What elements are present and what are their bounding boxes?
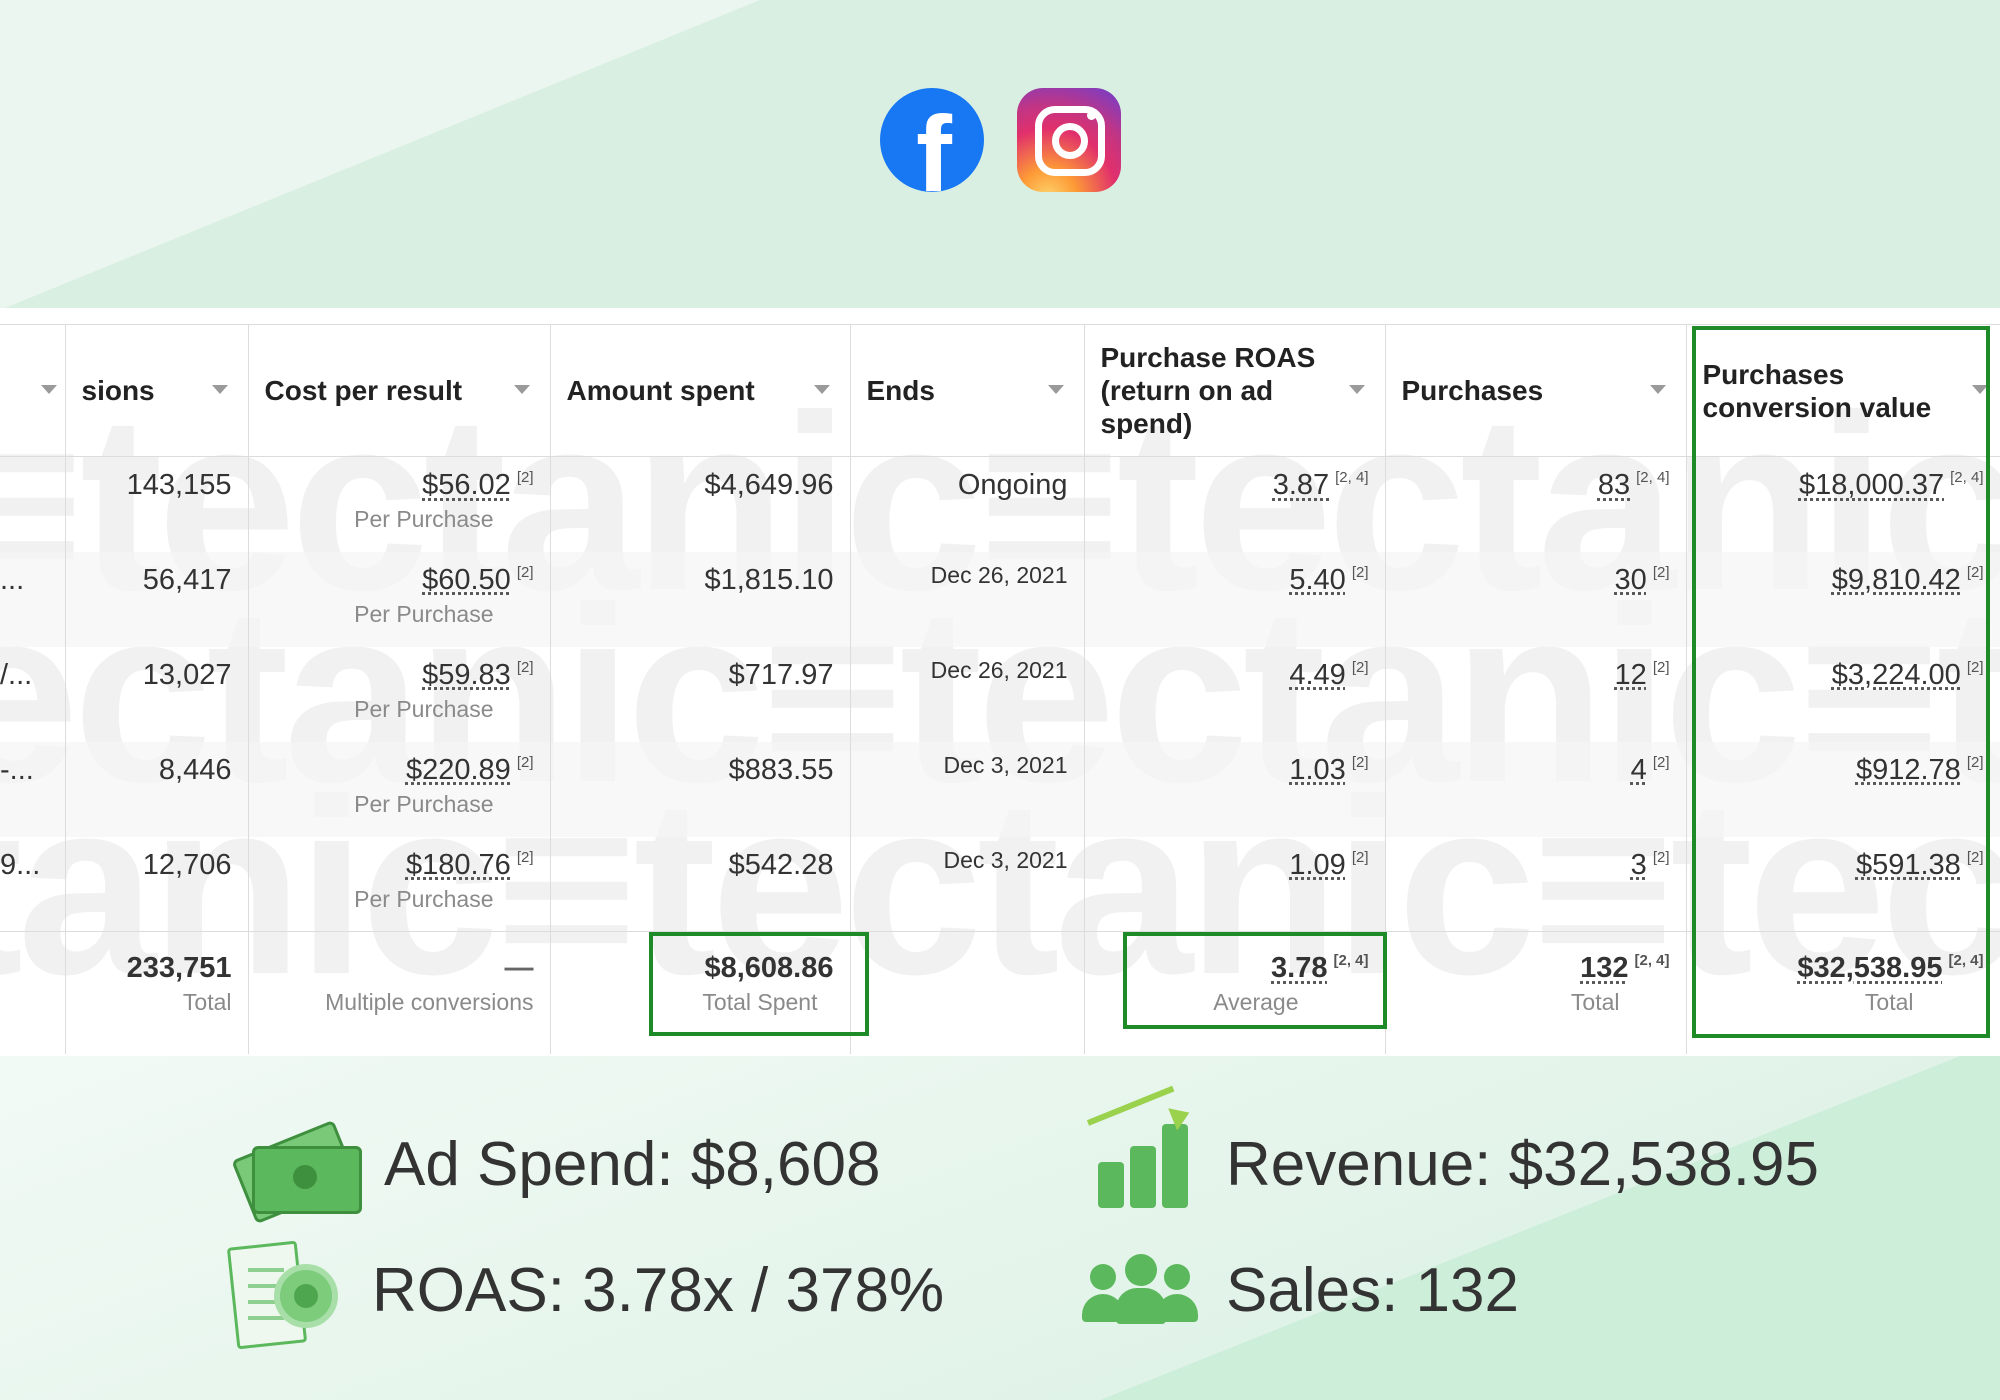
facebook-icon: f: [880, 88, 984, 192]
sort-caret-icon[interactable]: [1047, 385, 1064, 394]
cost-per-result-cell: $59.83 [2] Per Purchase: [248, 646, 551, 742]
table-row[interactable]: ... 56,417 $60.50 [2] Per Purchase $1,815.…: [0, 551, 2000, 647]
table-row[interactable]: /... 13,027 $59.83 [2] Per Purchase $717.9…: [0, 646, 2000, 742]
ends-cell: Ongoing: [850, 456, 1085, 552]
amount-spent-cell: $717.97: [550, 646, 851, 742]
sales-text: Sales: 132: [1226, 1255, 1519, 1325]
ends-cell: Dec 26, 2021: [850, 551, 1085, 647]
conversion-value-total: $32,538.95 [2, 4] Total: [1686, 931, 2000, 1054]
table-row[interactable]: -... 8,446 $220.89 [2] Per Purchase $883.5…: [0, 741, 2000, 837]
truncated-cell[interactable]: /...: [0, 646, 66, 742]
sort-caret-icon[interactable]: [513, 385, 530, 394]
purchases-cell: 30 [2]: [1385, 551, 1687, 647]
conversion-value-cell: $591.38 [2]: [1686, 836, 2000, 932]
sort-caret-icon[interactable]: [813, 385, 830, 394]
purchases-cell: 12 [2]: [1385, 646, 1687, 742]
cost-per-result-cell: $56.02 [2] Per Purchase: [248, 456, 551, 552]
purchases-cell: 3 [2]: [1385, 836, 1687, 932]
conversion-value-cell: $912.78 [2]: [1686, 741, 2000, 837]
column-header-cost-per-result[interactable]: Cost per result: [248, 324, 551, 457]
column-header-purchases[interactable]: Purchases: [1385, 324, 1687, 457]
totals-row: 233,751 Total — Multiple conversions $8,60…: [0, 931, 2000, 1054]
roas-cell: 3.87 [2, 4]: [1084, 456, 1386, 552]
ads-table: sions Cost per result Amount spent Ends …: [0, 324, 2000, 1054]
truncated-cell[interactable]: 9...: [0, 836, 66, 932]
roas-cell: 4.49 [2]: [1084, 646, 1386, 742]
amount-spent-cell: $4,649.96: [550, 456, 851, 552]
conversions-cell: 12,706: [65, 836, 249, 932]
checklist-target-icon: [226, 1240, 346, 1350]
highlight-conversion-value-column: [1692, 326, 1990, 1038]
roas-cell: 1.09 [2]: [1084, 836, 1386, 932]
revenue-text: Revenue: $32,538.95: [1226, 1129, 1819, 1199]
conversion-value-cell: $3,224.00 [2]: [1686, 646, 2000, 742]
column-header-ends[interactable]: Ends: [850, 324, 1085, 457]
conversions-cell: 56,417: [65, 551, 249, 647]
roas-stat: ROAS: 3.78x / 378%: [226, 1240, 945, 1350]
truncated-cell: [0, 931, 66, 1054]
conversions-total: 233,751 Total: [65, 931, 249, 1054]
money-icon: [231, 1114, 362, 1225]
column-header-conversions[interactable]: sions: [65, 324, 249, 457]
conversions-cell: 143,155: [65, 456, 249, 552]
column-header-cut: [0, 324, 66, 457]
column-header-purchase-roas[interactable]: Purchase ROAS (return on ad spend): [1084, 324, 1386, 457]
highlight-total-spent: [649, 932, 869, 1036]
truncated-cell[interactable]: -...: [0, 741, 66, 837]
sort-caret-icon[interactable]: [1649, 385, 1666, 394]
truncated-cell[interactable]: [0, 456, 66, 552]
conversions-cell: 13,027: [65, 646, 249, 742]
cost-per-result-cell: $180.76 [2] Per Purchase: [248, 836, 551, 932]
background-shape: [0, 0, 760, 310]
roas-text: ROAS: 3.78x / 378%: [372, 1255, 945, 1325]
purchases-cell: 4 [2]: [1385, 741, 1687, 837]
table-row[interactable]: 143,155 $56.02 [2] Per Purchase $4,649.96 …: [0, 456, 2000, 552]
instagram-icon: [1017, 88, 1121, 192]
conversion-value-cell: $9,810.42 [2]: [1686, 551, 2000, 647]
cost-per-result-cell: $60.50 [2] Per Purchase: [248, 551, 551, 647]
ad-spend-stat: Ad Spend: $8,608: [231, 1114, 881, 1225]
table-row[interactable]: 9... 12,706 $180.76 [2] Per Purchase $542.…: [0, 836, 2000, 932]
ends-cell: Dec 26, 2021: [850, 646, 1085, 742]
cost-per-result-total: — Multiple conversions: [248, 931, 551, 1054]
ads-manager-table-panel: ≡tectanic≡tectanic≡tec ectanic≡tectanic≡…: [0, 308, 2000, 1056]
amount-spent-cell: $883.55: [550, 741, 851, 837]
sales-stat: Sales: 132: [1080, 1240, 1519, 1340]
social-logos: f: [880, 88, 1121, 192]
background-shape: [1100, 1040, 2000, 1400]
revenue-stat: Revenue: $32,538.95: [1080, 1085, 1819, 1214]
cost-per-result-cell: $220.89 [2] Per Purchase: [248, 741, 551, 837]
purchases-cell: 83 [2, 4]: [1385, 456, 1687, 552]
highlight-average-roas: [1123, 932, 1387, 1029]
column-header-conversion-value[interactable]: Purchases conversion value: [1686, 324, 2000, 457]
sort-caret-icon[interactable]: [1971, 385, 1988, 394]
purchases-total: 132 [2, 4] Total: [1385, 931, 1687, 1054]
amount-spent-cell: $542.28: [550, 836, 851, 932]
roas-cell: 1.03 [2]: [1084, 741, 1386, 837]
sort-caret-icon[interactable]: [1348, 385, 1365, 394]
column-header-amount-spent[interactable]: Amount spent: [550, 324, 851, 457]
ad-spend-text: Ad Spend: $8,608: [384, 1129, 881, 1199]
people-group-icon: [1080, 1240, 1200, 1340]
conversion-value-cell: $18,000.37 [2, 4]: [1686, 456, 2000, 552]
ends-cell: Dec 3, 2021: [850, 741, 1085, 837]
sort-caret-icon[interactable]: [211, 385, 228, 394]
roas-cell: 5.40 [2]: [1084, 551, 1386, 647]
conversions-cell: 8,446: [65, 741, 249, 837]
growth-chart-icon: [1080, 1085, 1200, 1214]
ends-total: [850, 931, 1085, 1054]
amount-spent-cell: $1,815.10: [550, 551, 851, 647]
ends-cell: Dec 3, 2021: [850, 836, 1085, 932]
truncated-cell[interactable]: ...: [0, 551, 66, 647]
